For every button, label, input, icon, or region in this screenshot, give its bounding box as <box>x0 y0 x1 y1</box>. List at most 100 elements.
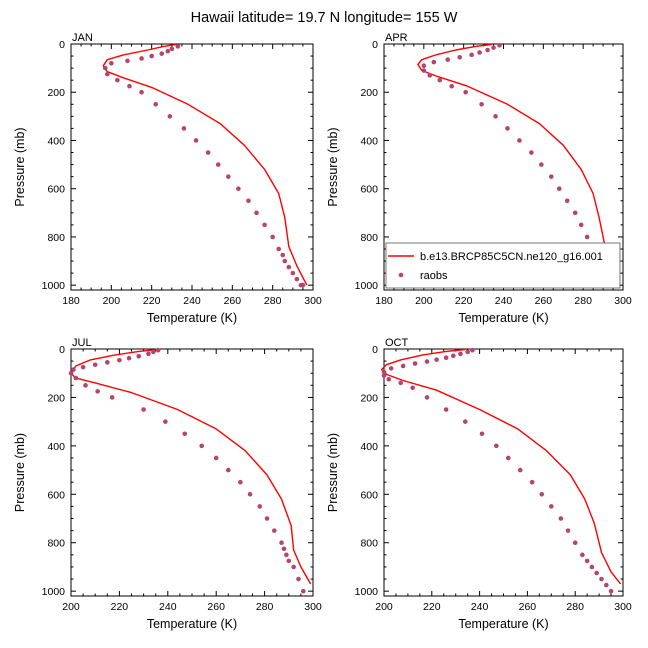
raobs-point <box>290 270 296 276</box>
raobs-point <box>149 53 154 59</box>
raobs-point <box>437 77 443 83</box>
raobs-point <box>485 47 490 53</box>
raobs-point <box>400 363 406 369</box>
raobs-point <box>139 89 144 95</box>
y-tick-label: 1000 <box>355 280 379 292</box>
raobs-point <box>465 349 470 355</box>
y-tick-label: 600 <box>47 489 65 501</box>
raobs-point <box>276 246 282 252</box>
x-tick-label: 240 <box>495 295 513 307</box>
raobs-point <box>556 186 562 192</box>
raobs-point <box>139 56 144 61</box>
raobs-point <box>109 395 115 400</box>
figure-title: Hawaii latitude= 19.7 N longitude= 155 W <box>191 10 458 26</box>
raobs-point <box>102 65 108 71</box>
x-tick-label: 240 <box>183 295 201 307</box>
raobs-point <box>477 50 482 55</box>
raobs-point <box>281 546 287 552</box>
raobs-point <box>565 528 571 533</box>
raobs-point <box>286 264 292 270</box>
raobs-point <box>169 46 175 52</box>
raobs-point <box>529 479 535 485</box>
raobs-point <box>603 582 609 588</box>
raobs-point <box>294 276 300 282</box>
raobs-point <box>291 564 296 570</box>
raobs-point <box>479 101 484 107</box>
x-tick-label: 180 <box>62 295 80 307</box>
y-axis-label: Pressure (mb) <box>326 127 340 206</box>
raobs-point <box>83 383 88 388</box>
y-tick-label: 600 <box>360 489 378 501</box>
raobs-point <box>584 234 590 240</box>
x-tick-label: 180 <box>375 295 393 307</box>
raobs-point <box>159 51 165 56</box>
raobs-point <box>469 52 474 58</box>
raobs-point <box>80 364 86 370</box>
y-tick-label: 1000 <box>355 586 379 598</box>
raobs-point <box>564 198 570 204</box>
model-line <box>70 348 312 585</box>
y-tick-label: 800 <box>360 232 378 244</box>
raobs-point <box>193 138 199 143</box>
raobs-point <box>599 576 604 582</box>
raobs-point <box>213 455 219 461</box>
raobs-point <box>580 552 585 558</box>
x-tick-label: 220 <box>143 295 161 307</box>
y-tick-label: 200 <box>360 87 378 99</box>
raobs-point <box>443 355 449 361</box>
raobs-point <box>167 114 173 119</box>
y-tick-label: 200 <box>47 392 65 404</box>
model-line <box>102 43 308 286</box>
y-tick-label: 800 <box>360 538 378 550</box>
y-axis-label: Pressure (mb) <box>13 433 27 512</box>
raobs-point <box>410 385 415 391</box>
raobs-point <box>296 576 301 582</box>
y-tick-label: 0 <box>59 344 65 356</box>
x-tick-label: 220 <box>111 601 129 613</box>
raobs-point <box>539 491 545 497</box>
raobs-point <box>451 353 456 359</box>
raobs-point <box>254 210 259 216</box>
legend-label-model: b.e13.BRCP85C5CN.ne120_g16.001 <box>420 251 603 263</box>
x-axis-label: Temperature (K) <box>458 617 548 631</box>
y-tick-label: 600 <box>47 184 65 196</box>
raobs-point <box>505 126 510 131</box>
raobs-point <box>424 359 430 364</box>
panel-label: JUL <box>72 337 92 349</box>
raobs-point <box>470 347 475 353</box>
y-tick-label: 400 <box>47 441 65 453</box>
raobs-point <box>246 198 251 204</box>
raobs-point <box>127 83 132 89</box>
raobs-point <box>105 71 110 77</box>
raobs-point <box>126 355 132 361</box>
x-tick-label: 280 <box>566 601 584 613</box>
y-tick-label: 0 <box>372 39 378 51</box>
legend-label-raobs: raobs <box>420 270 448 282</box>
x-tick-label: 200 <box>62 601 80 613</box>
raobs-point <box>199 443 204 449</box>
raobs-point <box>529 150 534 155</box>
raobs-point <box>105 360 110 365</box>
legend-box <box>385 242 621 289</box>
raobs-point <box>236 186 241 192</box>
raobs-point <box>92 362 98 368</box>
x-tick-label: 200 <box>103 295 121 307</box>
raobs-point <box>549 504 554 509</box>
raobs-point <box>497 42 502 48</box>
raobs-point <box>279 540 284 546</box>
raobs-point <box>421 68 427 73</box>
raobs-point <box>271 528 277 533</box>
raobs-point <box>388 366 394 371</box>
raobs-point <box>549 174 554 179</box>
raobs-point <box>594 570 600 576</box>
raobs-point <box>182 431 188 437</box>
raobs-point <box>517 467 523 473</box>
y-axis-label: Pressure (mb) <box>326 433 340 512</box>
raobs-point <box>68 370 74 376</box>
raobs-point <box>165 48 171 54</box>
raobs-point <box>479 431 485 437</box>
raobs-point <box>95 389 100 394</box>
raobs-point <box>584 558 590 564</box>
y-tick-label: 400 <box>47 135 65 147</box>
